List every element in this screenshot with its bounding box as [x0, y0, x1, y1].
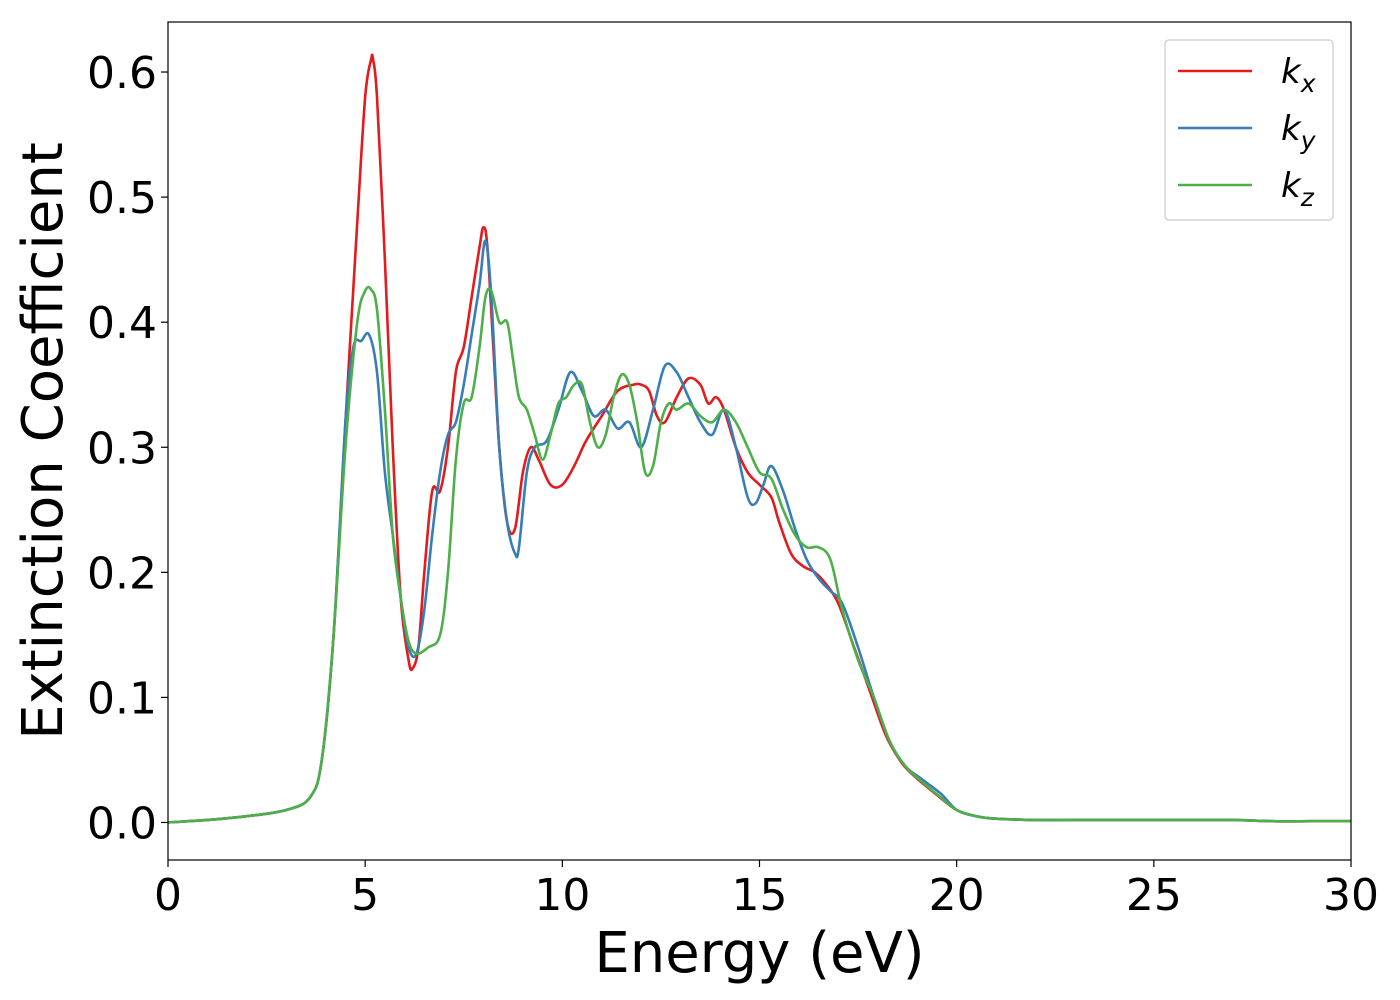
y-tick-label: 0.4	[87, 298, 157, 349]
legend-box	[1164, 39, 1334, 221]
y-axis-ticks: 0.0 0.1 0.2 0.3 0.4 0.5 0.6	[87, 48, 168, 849]
x-tick-label: 0	[154, 870, 182, 921]
legend-label-x: kx	[1281, 52, 1316, 98]
x-axis-label: Energy (eV)	[594, 921, 924, 986]
legend-label-y: ky	[1281, 109, 1317, 155]
x-tick-label: 5	[351, 870, 379, 921]
y-axis-label: Extinction Coefficient	[11, 142, 76, 740]
x-tick-label: 25	[1126, 870, 1182, 921]
legend: kx ky kz	[1164, 39, 1334, 221]
y-tick-label: 0.6	[87, 48, 157, 99]
x-tick-label: 30	[1323, 870, 1379, 921]
x-axis-ticks: 0 5 10 15 20 25 30	[154, 860, 1379, 921]
y-tick-label: 0.2	[87, 548, 157, 599]
series-line-y	[168, 239, 1351, 824]
x-tick-label: 20	[929, 870, 985, 921]
series-layer	[168, 53, 1351, 824]
y-tick-label: 0.5	[87, 173, 157, 224]
x-tick-label: 10	[534, 870, 590, 921]
y-tick-label: 0.1	[87, 673, 157, 724]
series-line-z	[168, 285, 1351, 824]
legend-label-z: kz	[1281, 166, 1315, 212]
y-tick-label: 0.0	[87, 798, 157, 849]
y-tick-label: 0.3	[87, 423, 157, 474]
x-tick-label: 15	[732, 870, 788, 921]
